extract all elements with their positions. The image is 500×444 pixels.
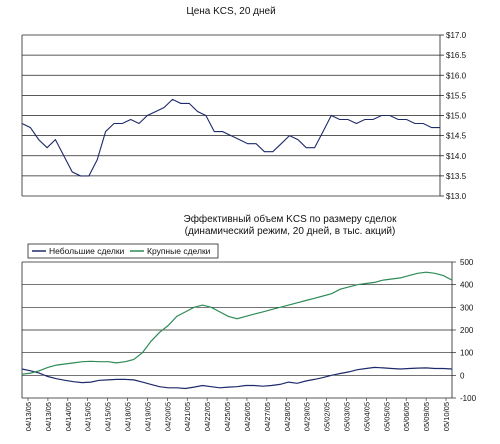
chart1-y-tick-label: $16.0 <box>446 71 467 80</box>
chart2-x-tick-label: 04/26/05 <box>243 402 252 431</box>
chart2-legend-label: Небольшие сделки <box>49 246 125 256</box>
chart1-y-tick-label: $17.0 <box>446 31 467 40</box>
chart1-y-tick-label: $13.5 <box>446 172 467 181</box>
chart2-x-tick-label: 04/22/05 <box>203 402 212 431</box>
chart2-x-tick-label: 04/20/05 <box>163 402 172 431</box>
chart2-x-tick-label: 05/06/05 <box>402 402 411 431</box>
chart2-x-tick-label: 05/10/05 <box>442 402 451 431</box>
chart2-x-tick-label: 05/05/05 <box>382 402 391 431</box>
chart2-x-tick-label: 04/25/05 <box>223 402 232 431</box>
chart2-x-tick-label: 04/27/05 <box>263 402 272 431</box>
chart2-x-tick-label: 04/21/05 <box>183 402 192 431</box>
chart2-small-trades-line <box>21 366 453 390</box>
chart2-x-tick-label: 05/09/05 <box>422 402 431 431</box>
chart1-price-line <box>21 98 440 177</box>
chart2-y-tick-label: 500 <box>460 258 474 267</box>
chart1-y-tick-label: $16.5 <box>446 51 467 60</box>
chart2-x-tick-label: 04/13/05 <box>24 402 33 431</box>
chart2-large-trades-line <box>21 271 453 375</box>
chart2-legend: Небольшие сделки Крупные сделки <box>27 243 219 259</box>
chart1-y-tick-label: $14.5 <box>446 132 467 141</box>
chart1-y-tick-label: $13.0 <box>446 192 467 201</box>
chart2-y-tick-label: 400 <box>460 281 474 290</box>
chart2-legend-label: Крупные сделки <box>147 246 211 256</box>
chart2-x-tick-label: 05/02/05 <box>323 402 332 431</box>
chart2-x-tick-label: 04/28/05 <box>283 402 292 431</box>
chart2-x-tick-label: 05/03/05 <box>342 402 351 431</box>
chart2-x-tick-label: 04/18/05 <box>124 402 133 431</box>
chart2-y-tick-label: 100 <box>460 349 474 358</box>
chart2-x-tick-label: 05/04/05 <box>362 402 371 431</box>
chart1-y-tick-label: $15.5 <box>446 91 467 100</box>
chart2-title-line: Эффективный объем KCS по размеру сделок <box>184 213 398 225</box>
chart2-x-tick-label: 04/15/05 <box>84 402 93 431</box>
chart2-y-tick-label: -100 <box>460 394 477 403</box>
chart2-x-tick-label: 04/15/05 <box>104 402 113 431</box>
chart2-y-tick-label: 0 <box>460 371 465 380</box>
chart2-x-tick-label: 04/14/05 <box>64 402 73 431</box>
chart1-y-tick-label: $15.0 <box>446 112 467 121</box>
chart2-y-tick-label: 300 <box>460 303 474 312</box>
chart2-x-tick-label: 04/13/05 <box>44 402 53 431</box>
chart1-title: Цена KCS, 20 дней <box>186 6 275 17</box>
chart2-y-tick-label: 200 <box>460 326 474 335</box>
chart2-legend-box <box>27 243 219 259</box>
chart2-x-tick-label: 04/19/05 <box>143 402 152 431</box>
chart2-title-line: (динамический режим, 20 дней, в тыс. акц… <box>185 226 396 237</box>
chart2-x-tick-label: 04/29/05 <box>303 402 312 431</box>
chart1-y-tick-label: $14.0 <box>446 152 467 161</box>
